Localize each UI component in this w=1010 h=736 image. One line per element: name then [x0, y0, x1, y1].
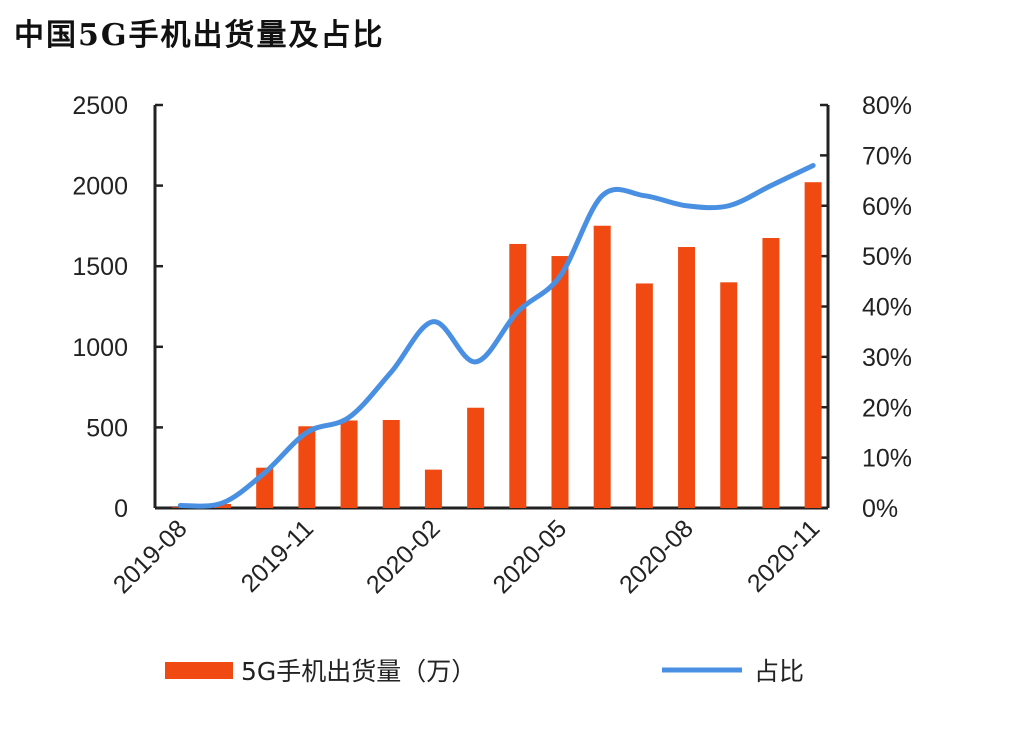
bar-2020-11 — [804, 182, 822, 509]
bar-2019-12 — [340, 420, 358, 508]
x-tick-label: 2020-11 — [742, 514, 825, 597]
bar-2020-05 — [551, 256, 569, 508]
left-tick-label: 1500 — [72, 253, 128, 281]
bar-2020-03 — [467, 407, 485, 508]
bar-2020-08 — [678, 247, 696, 508]
x-tick-label: 2020-05 — [488, 514, 573, 599]
left-tick-label: 1000 — [72, 334, 128, 362]
x-tick-label: 2020-08 — [614, 514, 699, 599]
right-tick-label: 20% — [862, 394, 912, 422]
legend-bar-label: 5G手机出货量（万） — [241, 657, 476, 686]
right-tick-label: 60% — [862, 193, 912, 221]
bar-2020-01 — [382, 419, 400, 508]
right-tick-label: 40% — [862, 294, 912, 322]
right-tick-label: 80% — [862, 92, 912, 120]
bar-2020-04 — [509, 243, 527, 508]
right-tick-label: 50% — [862, 243, 912, 271]
legend-line-label: 占比 — [754, 657, 804, 686]
right-tick-label: 70% — [862, 142, 912, 170]
bar-2020-02 — [424, 469, 442, 508]
x-tick-label: 2019-11 — [236, 514, 319, 597]
left-tick-label: 2000 — [72, 173, 128, 201]
bar-2020-09 — [720, 282, 738, 508]
right-tick-label: 30% — [862, 344, 912, 372]
bar-2019-09 — [214, 503, 231, 508]
bar-2020-10 — [762, 237, 780, 509]
share-line — [177, 162, 816, 509]
bar-2020-06 — [593, 225, 611, 508]
x-tick-label: 2020-02 — [361, 514, 446, 599]
legend-bar-swatch — [165, 662, 233, 679]
right-tick-label: 10% — [862, 445, 912, 473]
chart-title: 中国5G手机出货量及占比 — [14, 18, 385, 53]
left-tick-label: 500 — [86, 414, 128, 442]
right-tick-label: 0% — [862, 495, 898, 523]
bar-2019-11 — [298, 426, 316, 508]
bar-2020-07 — [635, 283, 653, 508]
left-tick-label: 0 — [114, 495, 128, 523]
left-tick-label: 2500 — [72, 92, 128, 120]
x-tick-label: 2019-08 — [108, 514, 193, 599]
